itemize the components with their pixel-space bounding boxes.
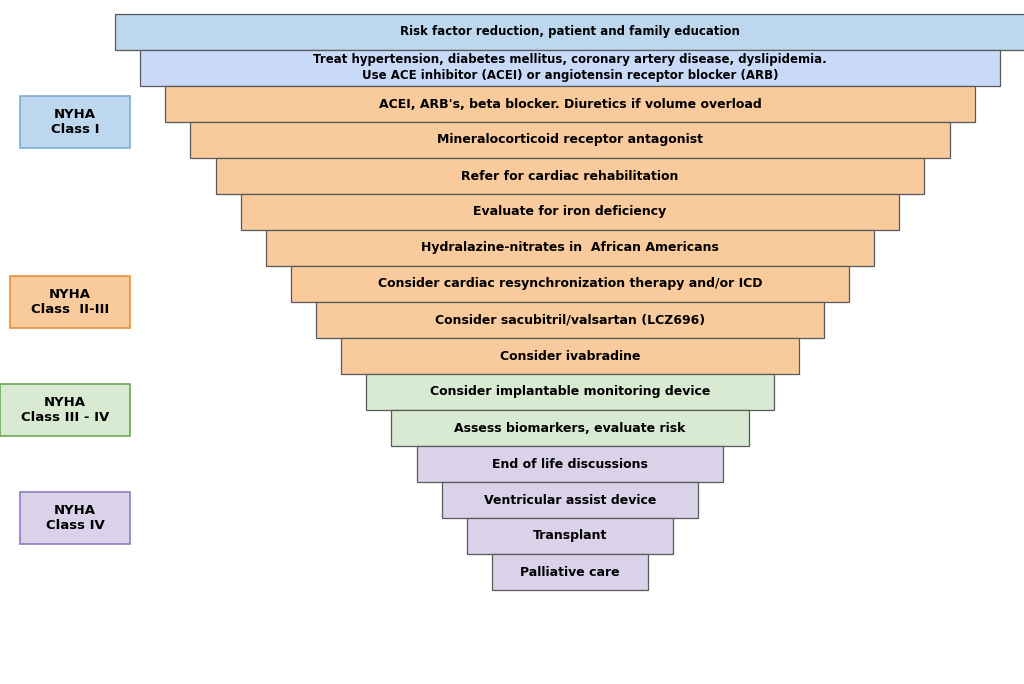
Text: Consider sacubitril/valsartan (LCZ696): Consider sacubitril/valsartan (LCZ696)	[435, 313, 706, 326]
FancyBboxPatch shape	[341, 338, 799, 374]
Text: Consider implantable monitoring device: Consider implantable monitoring device	[430, 386, 711, 399]
Text: Ventricular assist device: Ventricular assist device	[483, 493, 656, 506]
FancyBboxPatch shape	[441, 482, 698, 518]
FancyBboxPatch shape	[266, 230, 874, 266]
FancyBboxPatch shape	[140, 50, 999, 86]
Text: Treat hypertension, diabetes mellitus, coronary artery disease, dyslipidemia.
Us: Treat hypertension, diabetes mellitus, c…	[313, 53, 826, 83]
FancyBboxPatch shape	[190, 122, 949, 158]
FancyBboxPatch shape	[115, 14, 1024, 50]
Text: End of life discussions: End of life discussions	[493, 458, 648, 471]
FancyBboxPatch shape	[316, 302, 824, 338]
Text: Hydralazine-nitrates in  African Americans: Hydralazine-nitrates in African American…	[421, 241, 719, 254]
FancyBboxPatch shape	[10, 276, 130, 328]
FancyBboxPatch shape	[391, 410, 749, 446]
FancyBboxPatch shape	[367, 374, 774, 410]
FancyBboxPatch shape	[417, 446, 723, 482]
FancyBboxPatch shape	[291, 266, 849, 302]
Text: Mineralocorticoid receptor antagonist: Mineralocorticoid receptor antagonist	[437, 133, 703, 146]
Text: NYHA
Class I: NYHA Class I	[51, 108, 99, 136]
Text: NYHA
Class  II-III: NYHA Class II-III	[31, 288, 110, 316]
Text: NYHA
Class IV: NYHA Class IV	[46, 504, 104, 532]
Text: Assess biomarkers, evaluate risk: Assess biomarkers, evaluate risk	[455, 421, 686, 434]
Text: Transplant: Transplant	[532, 529, 607, 542]
FancyBboxPatch shape	[20, 96, 130, 148]
Text: Consider ivabradine: Consider ivabradine	[500, 350, 640, 363]
Text: ACEI, ARB's, beta blocker. Diuretics if volume overload: ACEI, ARB's, beta blocker. Diuretics if …	[379, 98, 762, 111]
FancyBboxPatch shape	[241, 194, 899, 230]
Text: Risk factor reduction, patient and family education: Risk factor reduction, patient and famil…	[400, 25, 740, 38]
FancyBboxPatch shape	[467, 518, 673, 554]
FancyBboxPatch shape	[165, 86, 975, 122]
FancyBboxPatch shape	[20, 492, 130, 544]
Text: Evaluate for iron deficiency: Evaluate for iron deficiency	[473, 205, 667, 218]
Text: Consider cardiac resynchronization therapy and/or ICD: Consider cardiac resynchronization thera…	[378, 278, 762, 291]
Text: Refer for cardiac rehabilitation: Refer for cardiac rehabilitation	[462, 170, 679, 183]
Text: NYHA
Class III - IV: NYHA Class III - IV	[20, 396, 110, 424]
FancyBboxPatch shape	[0, 384, 130, 436]
FancyBboxPatch shape	[492, 554, 648, 590]
Text: Palliative care: Palliative care	[520, 566, 620, 579]
FancyBboxPatch shape	[215, 158, 925, 194]
